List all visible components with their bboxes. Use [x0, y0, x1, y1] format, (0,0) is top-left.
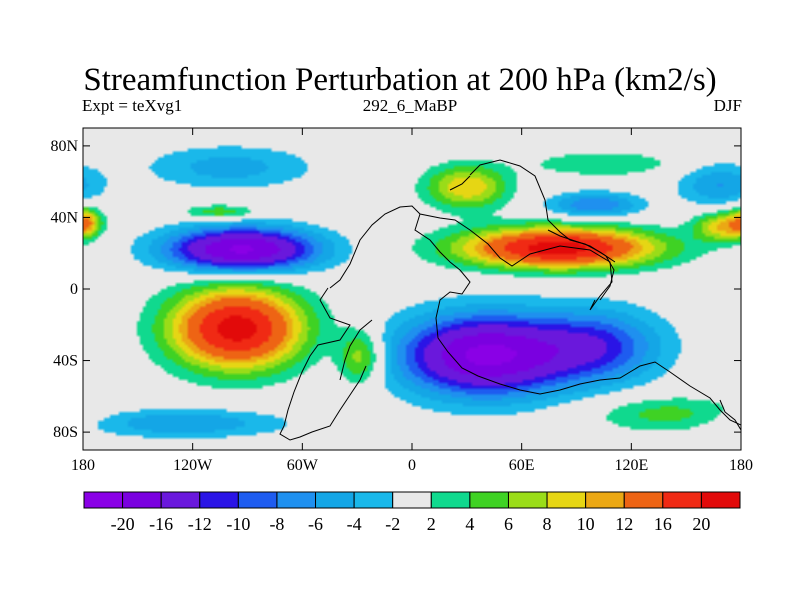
colorbar-label: -16 — [149, 514, 173, 534]
colorbar-labels: -20 -16 -12 -10 -8 -6 -4 -2 2 4 6 8 10 12 16 20 — [111, 514, 711, 534]
colorbar-label: 8 — [543, 514, 552, 534]
colorbar-box — [469, 491, 509, 509]
colorbar-box — [700, 491, 741, 509]
x-tick-label: 120W — [173, 457, 213, 474]
x-axis: 180 120W 60W 0 60E 120E 180 — [71, 128, 753, 474]
colorbar-box — [662, 491, 702, 509]
colorbar-box — [392, 491, 432, 509]
colorbar-label: -4 — [347, 514, 362, 534]
colorbar-label: 6 — [504, 514, 513, 534]
colorbar-label: 16 — [654, 514, 672, 534]
y-axis: 80N 40N 0 40S 80S — [50, 138, 741, 441]
season-label: DJF — [713, 96, 742, 115]
x-tick-label: 60W — [287, 457, 319, 474]
colorbar-box — [430, 491, 471, 509]
colorbar-box — [623, 491, 664, 509]
colorbar-label: -10 — [226, 514, 250, 534]
colorbar-box — [585, 491, 625, 509]
colorbar-box — [353, 491, 394, 509]
contour-fill-field — [83, 128, 741, 450]
y-tick-label: 40S — [53, 353, 78, 370]
colorbar-label: -12 — [188, 514, 212, 534]
colorbar-boxes — [83, 491, 741, 509]
colorbar-label: 4 — [465, 514, 474, 534]
colorbar-label: 12 — [615, 514, 633, 534]
colorbar-box — [199, 491, 239, 509]
colorbar-box — [546, 491, 587, 509]
colorbar-label: -2 — [385, 514, 400, 534]
run-name-label: 292_6_MaBP — [362, 96, 458, 115]
y-tick-label: 80N — [50, 138, 78, 155]
colorbar-label: -8 — [269, 514, 284, 534]
x-tick-label: 180 — [729, 457, 753, 474]
y-tick-label: 0 — [70, 281, 78, 298]
colorbar-label: -6 — [308, 514, 323, 534]
colorbar-box — [237, 491, 278, 509]
colorbar-label: 10 — [577, 514, 595, 534]
colorbar-box — [160, 491, 201, 509]
y-tick-label: 40N — [50, 209, 78, 226]
y-tick-label: 80S — [53, 424, 78, 441]
colorbar-box — [276, 491, 317, 509]
colorbar-box — [507, 491, 548, 509]
experiment-label: Expt = teXvg1 — [82, 96, 183, 115]
chart-title: Streamfunction Perturbation at 200 hPa (… — [83, 62, 717, 98]
colorbar-label: 2 — [427, 514, 436, 534]
colorbar-label: -20 — [111, 514, 135, 534]
x-tick-label: 120E — [614, 457, 648, 474]
x-tick-label: 180 — [71, 457, 95, 474]
colorbar-box — [122, 491, 162, 509]
colorbar-box — [315, 491, 355, 509]
x-tick-label: 0 — [408, 457, 416, 474]
x-tick-label: 60E — [509, 457, 535, 474]
colorbar-label: 20 — [692, 514, 710, 534]
coastline-outline — [279, 159, 741, 441]
colorbar-box — [83, 491, 124, 509]
